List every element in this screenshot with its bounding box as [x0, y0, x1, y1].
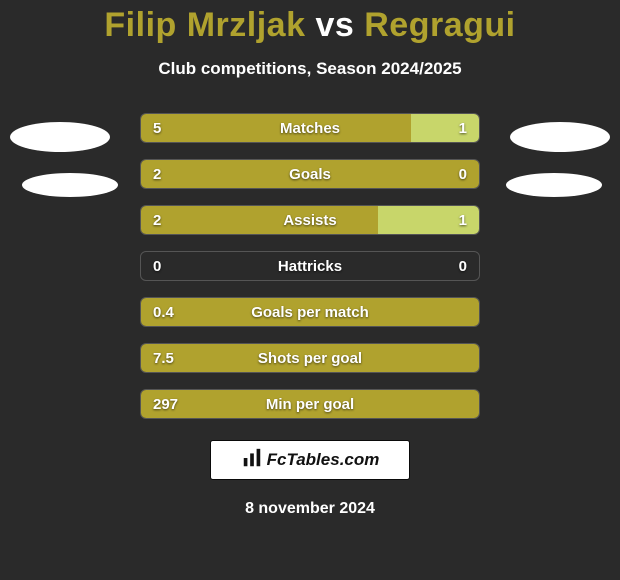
bar-segment-left	[141, 114, 411, 142]
source-text: FcTables.com	[267, 450, 380, 470]
stat-bar: Assists21	[140, 205, 480, 235]
stat-bar: Shots per goal7.5	[140, 343, 480, 373]
bar-value-left: 0	[141, 252, 173, 280]
bar-segment-right	[411, 114, 479, 142]
bar-segment-left	[141, 206, 378, 234]
placeholder-ellipse	[510, 122, 610, 152]
placeholder-ellipse	[22, 173, 118, 197]
bar-label: Hattricks	[141, 252, 479, 280]
stat-bar: Hattricks0 0	[140, 251, 480, 281]
bar-segment-left	[141, 160, 479, 188]
player1-name: Filip Mrzljak	[104, 6, 305, 44]
footer-date: 8 november 2024	[0, 500, 620, 518]
chart-area: Matches51 Goals20 Assists21 Hattricks0 0 Goal…	[0, 109, 620, 439]
bar-value-right: 0	[447, 252, 479, 280]
player2-name: Regragui	[364, 6, 515, 44]
source-badge: FcTables.com	[210, 440, 410, 480]
placeholder-ellipse	[10, 122, 110, 152]
stat-bar: Goals per match0.4	[140, 297, 480, 327]
bar-chart-icon	[241, 447, 263, 474]
comparison-title: Filip Mrzljak vs Regragui	[0, 0, 620, 45]
stat-bar: Matches51	[140, 113, 480, 143]
bar-segment-left	[141, 344, 479, 372]
vs-label: vs	[315, 6, 354, 44]
stat-bar: Goals20	[140, 159, 480, 189]
subtitle: Club competitions, Season 2024/2025	[0, 59, 620, 79]
stat-bar: Min per goal297	[140, 389, 480, 419]
bars-container: Matches51 Goals20 Assists21 Hattricks0 0 Goal…	[140, 113, 480, 435]
bar-segment-right	[378, 206, 479, 234]
bar-segment-left	[141, 390, 479, 418]
placeholder-ellipse	[506, 173, 602, 197]
bar-segment-left	[141, 298, 479, 326]
